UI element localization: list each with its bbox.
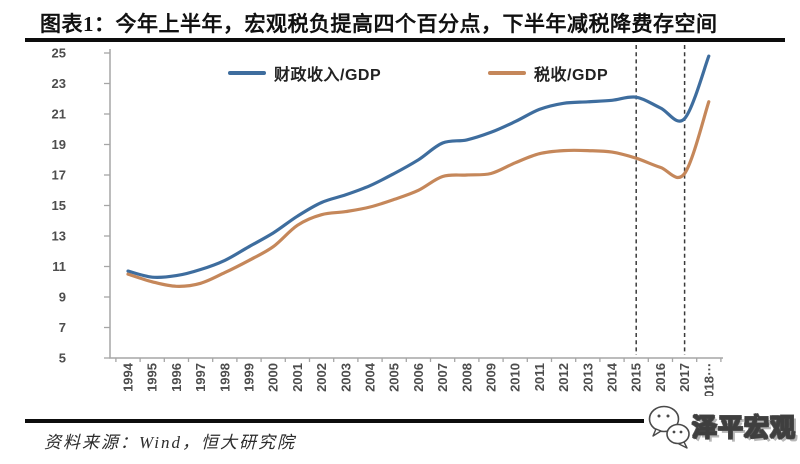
legend-swatch-fiscal-revenue [228,71,266,75]
legend-swatch-tax [488,71,526,75]
svg-text:2012: 2012 [556,363,571,392]
svg-text:2001: 2001 [290,363,305,392]
svg-text:1998: 1998 [217,363,232,392]
brand-watermark: 泽平宏观 [644,396,800,456]
legend-item-fiscal-revenue: 财政收入/GDP [228,61,381,85]
svg-text:7: 7 [59,320,66,335]
svg-text:2013: 2013 [580,363,595,392]
wechat-icon [648,405,690,449]
svg-text:5: 5 [59,351,66,366]
title-divider [25,38,785,42]
svg-text:15: 15 [52,198,66,213]
svg-text:17: 17 [52,168,66,183]
legend-label-fiscal-revenue: 财政收入/GDP [274,67,382,84]
svg-text:1995: 1995 [145,363,160,392]
svg-text:13: 13 [52,229,66,244]
svg-text:2006: 2006 [411,363,426,392]
legend-item-tax: 税收/GDP [488,61,608,85]
svg-text:2004: 2004 [363,362,378,392]
svg-text:2000: 2000 [266,363,281,392]
svg-text:1996: 1996 [169,363,184,392]
chart-title: 图表1：今年上半年，宏观税负提高四个百分点，下半年减税降费存空间 [40,12,718,36]
svg-text:9: 9 [59,290,66,305]
svg-text:2008: 2008 [459,363,474,392]
source-note: 资料来源：Wind，恒大研究院 [44,433,296,452]
svg-text:1999: 1999 [242,363,257,392]
svg-text:2005: 2005 [387,363,402,392]
footer-divider [25,419,785,423]
svg-text:2018⋯: 2018⋯ [701,363,716,405]
svg-text:23: 23 [52,76,66,91]
svg-text:1994: 1994 [121,362,136,392]
svg-text:2002: 2002 [314,363,329,392]
brand-name: 泽平宏观 [691,413,797,442]
svg-text:19: 19 [52,137,66,152]
svg-text:2015: 2015 [629,363,644,392]
svg-text:2007: 2007 [435,363,450,392]
svg-text:2003: 2003 [338,363,353,392]
legend-label-tax: 税收/GDP [534,67,609,84]
svg-text:2017: 2017 [677,363,692,392]
svg-text:21: 21 [52,107,66,122]
svg-text:2009: 2009 [484,363,499,392]
svg-text:1997: 1997 [193,363,208,392]
svg-text:11: 11 [52,259,66,274]
svg-text:2016: 2016 [653,363,668,392]
svg-text:2011: 2011 [532,363,547,391]
svg-text:2010: 2010 [508,363,523,392]
svg-text:25: 25 [52,46,66,61]
svg-text:2014: 2014 [605,362,620,392]
